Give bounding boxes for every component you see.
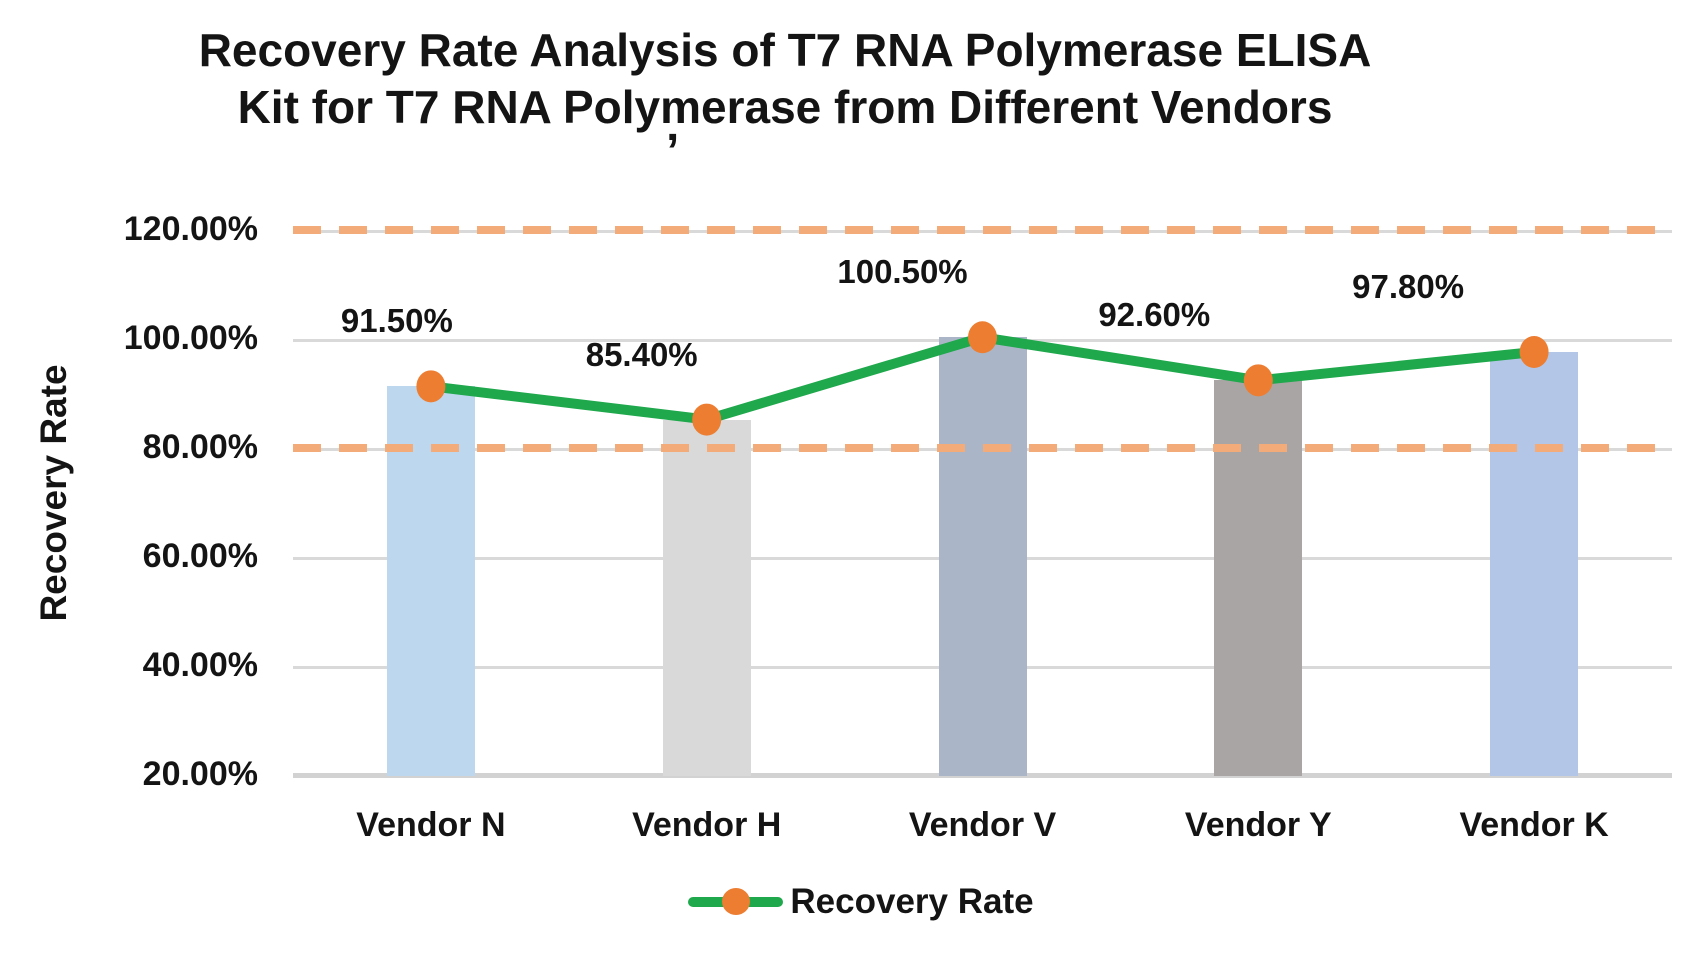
legend-marker-icon — [722, 888, 751, 915]
y-axis-title: Recovery Rate — [33, 364, 74, 622]
x-category-label-vendor-y: Vendor Y — [1184, 806, 1332, 844]
recovery-rate-line-series — [416, 321, 1549, 436]
bar-vendor-h — [662, 419, 751, 776]
data-point-marker-1 — [416, 370, 446, 403]
data-label-5: 97.80% — [1352, 267, 1465, 305]
y-tick-label-120: 120.00% — [123, 210, 258, 248]
y-tick-label-20: 20.00% — [142, 755, 258, 793]
bar-vendor-v — [938, 337, 1027, 776]
chart-title-line1: Recovery Rate Analysis of T7 RNA Polymer… — [198, 24, 1372, 76]
bar-vendor-k — [1490, 351, 1579, 776]
chart-title: Recovery Rate Analysis of T7 RNA Polymer… — [0, 22, 1570, 136]
data-label-4: 92.60% — [1098, 296, 1211, 334]
reference-dashed-line-80 — [293, 444, 1672, 452]
x-category-label-vendor-n: Vendor N — [356, 806, 506, 844]
data-point-marker-4 — [1243, 364, 1273, 397]
y-tick-label-40: 40.00% — [142, 646, 258, 684]
plot-area: 91.50% 85.40% 100.50% 92.60% 97.80% — [293, 180, 1672, 778]
y-tick-label-80: 80.00% — [142, 428, 258, 466]
y-tick-label-100: 100.00% — [123, 319, 258, 357]
data-point-marker-2 — [692, 403, 722, 436]
legend-line-sample-icon — [688, 888, 784, 915]
x-category-label-vendor-h: Vendor H — [632, 806, 782, 844]
x-category-label-vendor-v: Vendor V — [908, 806, 1057, 844]
data-label-2: 85.40% — [585, 335, 698, 373]
reference-dashed-line-120 — [293, 226, 1672, 234]
legend: Recovery Rate — [0, 882, 1708, 922]
legend-label: Recovery Rate — [790, 882, 1034, 921]
chart-title-line2: Kit for T7 RNA Polymerase from Different… — [237, 81, 1333, 133]
stray-apostrophe-mark: ’ — [666, 125, 680, 178]
data-label-3: 100.50% — [837, 253, 968, 291]
data-label-1: 91.50% — [340, 302, 453, 340]
x-category-label-vendor-k: Vendor K — [1459, 806, 1609, 844]
data-point-marker-3 — [968, 321, 997, 354]
y-tick-label-60: 60.00% — [142, 537, 258, 575]
data-point-marker-5 — [1519, 335, 1549, 368]
